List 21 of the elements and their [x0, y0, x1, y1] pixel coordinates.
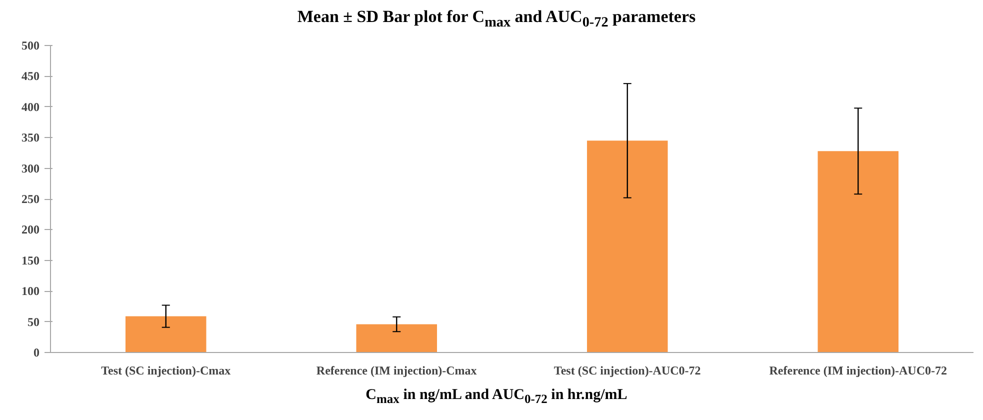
y-tick-label: 400	[22, 100, 40, 114]
y-tick-label: 450	[22, 69, 40, 84]
y-tick-label: 250	[22, 192, 40, 206]
bar	[125, 316, 206, 352]
y-tick-label: 0	[34, 346, 40, 360]
chart-title: Mean ± SD Bar plot for C$_{max}$ and AUC$_{0-72}$ parameters	[297, 6, 696, 32]
x-tick-label: Test (SC injection)-Cmax	[101, 364, 231, 378]
y-tick-label: 150	[22, 253, 40, 268]
bar	[586, 140, 668, 352]
x-axis-title: C$_{max}$ in ng/mL and AUC$_{0-72}$ in hr.ng/mL	[366, 386, 628, 408]
y-tick-label: 200	[22, 222, 40, 237]
x-tick-label: Test (SC injection)-AUC0-72	[554, 364, 701, 378]
bar	[356, 324, 438, 352]
y-tick-label: 50	[28, 314, 40, 329]
bar	[818, 151, 899, 352]
y-tick-label: 100	[22, 284, 40, 298]
x-tick-label: Reference (IM injection)-AUC0-72	[769, 364, 947, 378]
y-tick-label: 500	[22, 38, 40, 52]
y-tick-label: 350	[22, 130, 40, 145]
x-tick-label: Reference (IM injection)-Cmax	[316, 364, 477, 378]
y-tick-label: 300	[22, 161, 40, 176]
